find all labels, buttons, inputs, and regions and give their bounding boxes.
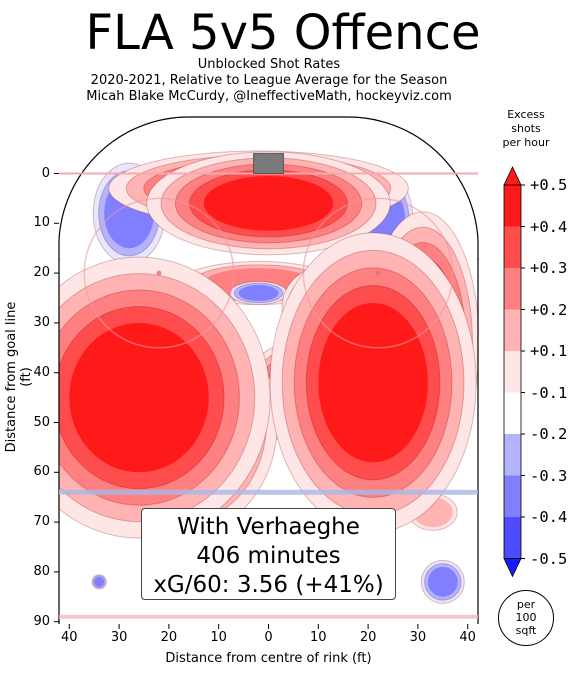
left-faceoff-circle — [83, 197, 235, 349]
colorbar-bottom-arrow — [503, 558, 522, 578]
rink-outline — [54, 116, 479, 629]
y-tick-label-7: 70 — [33, 514, 50, 530]
colorbar-tick-label-0: +0.5 — [530, 176, 568, 194]
colorbar-tick-label-9: -0.5 — [530, 549, 568, 568]
colorbar-tick-label-7: -0.3 — [530, 466, 568, 485]
unit-badge-line-1: per — [516, 598, 536, 611]
x-tick-label-1: 30 — [110, 630, 128, 645]
y-tick-label-8: 80 — [33, 563, 50, 579]
rink-boards — [58, 116, 479, 260]
y-tick-label-9: 90 — [33, 613, 50, 629]
heatmap-region-4-band-5 — [318, 302, 428, 463]
colorbar-title: Excess shots per hour — [496, 108, 556, 150]
colorbar-title-line-2: shots — [511, 122, 541, 135]
colorbar-tick-label-8: -0.4 — [530, 508, 568, 526]
colorbar-tick-label-3: +0.2 — [530, 300, 568, 319]
unit-badge-line-3: sqft — [515, 624, 537, 637]
colorbar-tick-label-2: +0.3 — [530, 259, 568, 277]
x-axis-label: Distance from centre of rink (ft) — [165, 651, 372, 666]
colorbar-band-neg2 — [504, 475, 521, 517]
heatmap-region-15-band-3 — [94, 576, 105, 587]
colorbar — [503, 166, 525, 578]
y-tick-label-1: 10 — [33, 215, 50, 231]
goal-net — [253, 153, 284, 175]
heatmap-region-11-band-3 — [238, 285, 279, 301]
colorbar-band-pos2 — [504, 309, 521, 351]
subtitle-line-2: 2020-2021, Relative to League Average fo… — [90, 73, 448, 88]
colorbar-frame — [503, 184, 522, 559]
x-tick-label-5: 10 — [310, 630, 327, 645]
legend-line-2: 406 minutes — [196, 543, 341, 569]
y-axis-label: Distance from goal line (ft) — [4, 301, 34, 453]
colorbar-band-pos4 — [504, 226, 521, 268]
colorbar-band-pos5 — [504, 185, 521, 227]
y-tick-label-2: 20 — [33, 265, 50, 281]
colorbar-tick-label-1: +0.4 — [530, 217, 568, 236]
colorbar-top-arrow — [503, 166, 522, 186]
unit-badge: per 100 sqft — [498, 590, 554, 646]
colorbar-tick-label-5: -0.1 — [530, 383, 568, 402]
heatmap-region-14-band-3 — [427, 566, 458, 597]
x-tick-label-3: 10 — [210, 630, 227, 645]
x-tick-label-7: 30 — [409, 630, 427, 645]
colorbar-band-zero — [504, 392, 521, 434]
chart-title: FLA 5v5 Offence — [85, 5, 481, 61]
subtitle-line-3: Micah Blake McCurdy, @IneffectiveMath, h… — [86, 89, 452, 104]
x-tick-label-6: 20 — [359, 630, 377, 645]
right-faceoff-circle — [302, 197, 454, 349]
colorbar-title-line-3: per hour — [502, 136, 550, 149]
right-faceoff-dot — [375, 270, 381, 276]
colorbar-band-pos1 — [504, 351, 521, 393]
y-tick-label-5: 50 — [33, 414, 50, 430]
y-tick-label-3: 30 — [33, 314, 50, 330]
x-tick-label-4: 0 — [264, 630, 273, 645]
x-tick-label-8: 40 — [459, 630, 476, 645]
colorbar-tick-label-4: +0.1 — [530, 342, 568, 360]
x-tick-label-0: 40 — [61, 630, 78, 645]
colorbar-band-neg3 — [504, 517, 521, 559]
y-tick-label-4: 40 — [33, 364, 50, 380]
colorbar-band-pos3 — [504, 268, 521, 310]
left-faceoff-dot — [156, 270, 162, 276]
colorbar-tick-label-6: -0.2 — [530, 425, 568, 443]
colorbar-title-line-1: Excess — [507, 108, 545, 121]
legend-box: With Verhaeghe 406 minutes xG/60: 3.56 (… — [141, 508, 396, 600]
legend-line-3: xG/60: 3.56 (+41%) — [153, 572, 384, 598]
heatmap-region-0-band-5 — [203, 175, 334, 231]
legend-line-1: With Verhaeghe — [177, 514, 360, 540]
x-tick-label-2: 20 — [160, 630, 178, 645]
heatmap-region-2-band-5 — [69, 322, 209, 473]
unit-badge-line-2: 100 — [515, 611, 537, 624]
y-tick-label-0: 0 — [41, 165, 50, 181]
colorbar-band-neg1 — [504, 434, 521, 476]
y-tick-label-6: 60 — [33, 464, 50, 480]
subtitle-line-1: Unblocked Shot Rates — [197, 57, 341, 72]
